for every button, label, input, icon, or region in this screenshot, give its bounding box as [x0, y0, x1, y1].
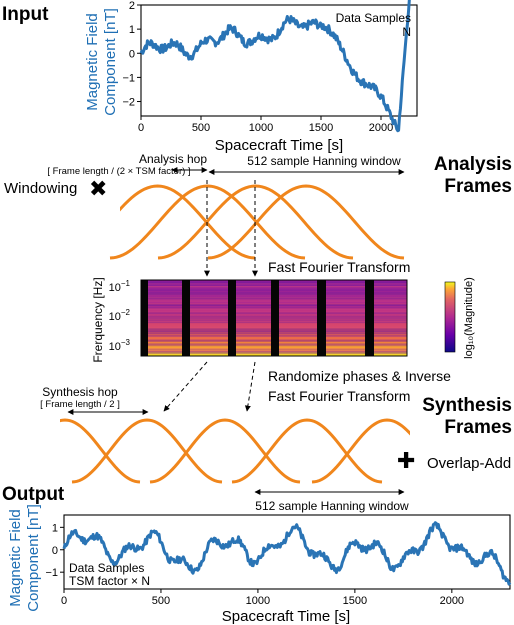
- analysis-window-1: [157, 184, 354, 260]
- colorbar: [444, 281, 456, 353]
- input-xtick-label-2: 1000: [249, 122, 273, 134]
- output-section-label: Output: [2, 484, 65, 505]
- input-legend-line1: Data Samples: [336, 11, 411, 25]
- output-ytick-label-1: 0: [52, 545, 58, 557]
- overlap-add-label: Overlap-Add: [427, 455, 511, 472]
- analysis-section: Analysis Frames Windowing ✖ Analysis hop…: [4, 152, 512, 277]
- analysis-title-line1: Analysis: [434, 154, 512, 175]
- input-plot: Input Magnetic Field Component [nT] 0 500…: [2, 0, 418, 154]
- spec-tick-2: 10−2: [109, 308, 131, 323]
- spec-gap-3: [271, 280, 279, 356]
- output-xtick-label-1: 500: [152, 595, 170, 607]
- spectrogram-frame-gaps: [141, 280, 374, 356]
- input-ytick-label-2: 0: [129, 48, 135, 60]
- input-xtick-label-1: 500: [192, 122, 210, 134]
- synthesis-window-label: 512 sample Hanning window: [255, 499, 409, 513]
- output-ytick-label-0: 1: [52, 522, 58, 534]
- output-xlabel: Spacecraft Time [s]: [222, 608, 350, 625]
- output-xtick-label-2: 1000: [246, 595, 270, 607]
- output-legend-line2: TSM factor × N: [69, 574, 150, 588]
- analysis-title-line2: Frames: [444, 176, 512, 197]
- output-ytick-label-2: −1: [45, 567, 58, 579]
- spectrogram-y-ticks: 10−1 10−2 10−3: [109, 279, 131, 353]
- spec-tick-1: 10−1: [109, 279, 131, 294]
- input-signal-line: [139, 0, 411, 133]
- synthesis-window-4: [311, 418, 410, 484]
- input-xtick-label-4: 2000: [369, 122, 393, 134]
- spectrogram: Frerquency [Hz] 10−1 10−2 10−3 log₁₀(Mag…: [91, 277, 475, 363]
- input-axis-ticks: 0 500 1000 1500 2000 2 1 0 −1 −2: [122, 0, 393, 134]
- analysis-hanning-windows: [109, 184, 405, 260]
- output-signal-line: [62, 521, 512, 586]
- input-ytick-label-3: −1: [122, 72, 135, 84]
- windowing-label: Windowing: [4, 180, 77, 197]
- input-section-label: Input: [2, 4, 49, 25]
- synthesis-title-line2: Frames: [444, 417, 512, 438]
- output-xtick-label-3: 1500: [343, 595, 367, 607]
- ifft-label-line2: Fast Fourier Transform: [268, 388, 410, 404]
- analysis-window-label: 512 sample Hanning window: [247, 154, 401, 168]
- spec-gap-0: [141, 280, 148, 356]
- input-ytick-label-1: 1: [129, 24, 135, 36]
- analysis-hop-bracket: [ Frame length / (2 × TSM factor) ]: [47, 166, 190, 177]
- analysis-window-0: [109, 184, 306, 260]
- analysis-window-2: [207, 184, 405, 260]
- multiply-icon: ✖: [89, 176, 107, 201]
- output-xtick-label-4: 2000: [440, 595, 464, 607]
- analysis-window-left-tail: [120, 184, 256, 260]
- output-legend-line1: Data Samples: [69, 561, 144, 575]
- output-ylabel-line1: Magnetic Field: [7, 509, 24, 607]
- output-plot: Output Magnetic Field Component [nT] 0 50…: [2, 484, 512, 625]
- ifft-arrow-1: [163, 361, 208, 412]
- colorbar-label: log₁₀(Magnitude): [463, 277, 475, 359]
- spec-gap-1: [182, 280, 190, 356]
- output-axis-ticks: 0 500 1000 1500 2000 1 0 −1: [45, 522, 464, 607]
- synthesis-hop-label: Synthesis hop: [42, 385, 118, 399]
- synthesis-window-3: [231, 418, 383, 484]
- input-ytick-label-4: −2: [122, 97, 135, 109]
- spectrogram-frame: [140, 279, 408, 357]
- input-ytick-label-0: 2: [129, 0, 135, 12]
- input-plot-frame: [140, 4, 418, 117]
- ifft-label-line1: Randomize phases & Inverse: [268, 368, 451, 384]
- input-xtick-label-3: 1500: [309, 122, 333, 134]
- synthesis-section: Randomize phases & Inverse Fast Fourier …: [40, 361, 512, 513]
- plus-icon: ✚: [397, 448, 415, 473]
- analysis-hop-label: Analysis hop: [139, 152, 207, 166]
- synthesis-window-0: [60, 418, 141, 484]
- output-plot-frame: [63, 514, 511, 590]
- synthesis-hop-bracket: [ Frame length / 2 ]: [40, 399, 120, 410]
- spec-gap-5: [365, 280, 374, 356]
- spec-tick-3: 10−3: [109, 338, 131, 353]
- input-xtick-label-0: 0: [138, 122, 144, 134]
- ifft-arrow-2: [244, 361, 256, 412]
- input-legend-line2: N: [402, 25, 411, 39]
- output-ylabel-line2: Component [nT]: [25, 504, 42, 612]
- input-ylabel-line2: Component [nT]: [102, 8, 119, 116]
- spec-gap-4: [317, 280, 326, 356]
- output-xtick-label-0: 0: [61, 595, 67, 607]
- input-ylabel-line1: Magnetic Field: [84, 13, 101, 111]
- spectrogram-ylabel: Frerquency [Hz]: [91, 277, 105, 362]
- spec-gap-2: [228, 280, 236, 356]
- input-xlabel: Spacecraft Time [s]: [215, 137, 343, 154]
- synthesis-title-line1: Synthesis: [422, 395, 512, 416]
- synthesis-window-2: [149, 418, 301, 484]
- synthesis-window-1: [71, 418, 223, 484]
- fft-label: Fast Fourier Transform: [268, 259, 410, 275]
- synthesis-hanning-windows: [60, 418, 410, 484]
